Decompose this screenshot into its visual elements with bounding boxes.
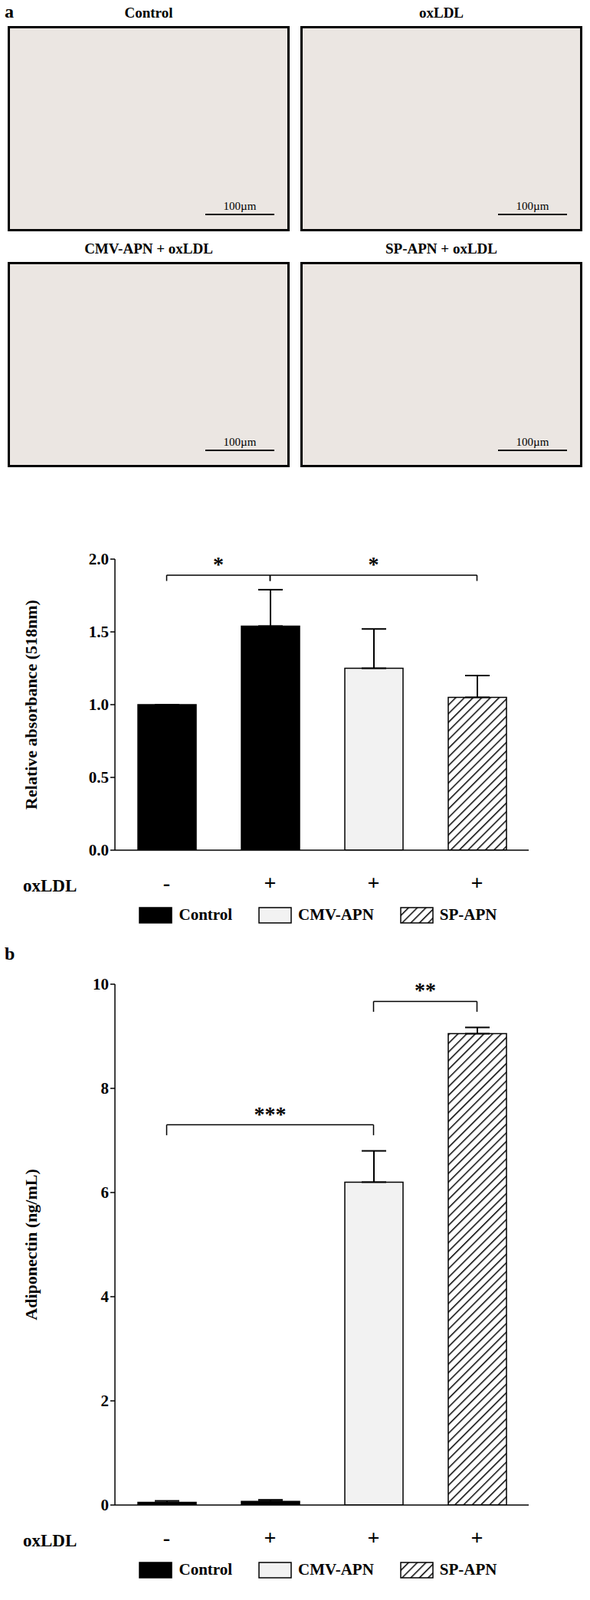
html-text:Control: Control [178,1560,233,1580]
html-text:CMV-APN + oxLDL: CMV-APN + oxLDL [84,240,213,257]
svg-text:0.5: 0.5 [88,768,109,787]
svg-text:+: + [367,1526,381,1551]
html-text:SP-APN: SP-APN [439,905,497,925]
svg-text:Relative absorbance (518nm): Relative absorbance (518nm) [21,599,41,810]
html-text:SP-APN + oxLDL: SP-APN + oxLDL [385,240,498,257]
svg-text:8: 8 [101,1079,110,1099]
svg-text:+: + [367,871,381,895]
svg-text:4: 4 [101,1288,110,1307]
html-text:CMV-APN: CMV-APN [298,1560,374,1580]
svg-text:0.0: 0.0 [88,841,109,860]
svg-text:1.5: 1.5 [88,622,109,642]
svg-text:100µm: 100µm [223,435,257,449]
svg-text:*: * [213,552,224,577]
html-text:b: b [4,944,15,964]
svg-text:100µm: 100µm [516,199,550,213]
svg-text:+: + [264,871,277,895]
svg-text:**: ** [414,978,436,1003]
svg-text:1.0: 1.0 [88,695,109,715]
svg-text:Adiponectin (ng/mL): Adiponectin (ng/mL) [21,1169,41,1321]
html-text:oxLDL: oxLDL [22,876,77,896]
svg-text:0: 0 [101,1496,110,1515]
svg-text:-: - [163,871,171,895]
svg-text:10: 10 [92,975,109,994]
svg-text:2: 2 [101,1392,110,1411]
svg-text:2.0: 2.0 [88,550,109,569]
svg-text:-: - [163,1526,171,1551]
svg-text:+: + [471,871,484,895]
html-text:a: a [4,1,14,22]
html-text:Control: Control [178,905,233,925]
svg-text:+: + [471,1526,484,1551]
svg-text:6: 6 [101,1183,110,1203]
html-text:oxLDL: oxLDL [419,4,464,21]
html-text:oxLDL: oxLDL [22,1531,77,1551]
html-text:CMV-APN: CMV-APN [298,905,374,925]
html-text:SP-APN: SP-APN [439,1560,497,1580]
svg-text:*: * [368,552,380,577]
svg-text:***: *** [254,1102,287,1127]
html-text:Control: Control [124,4,173,21]
svg-text:100µm: 100µm [516,435,550,449]
svg-text:+: + [264,1526,277,1551]
svg-text:100µm: 100µm [223,199,257,213]
